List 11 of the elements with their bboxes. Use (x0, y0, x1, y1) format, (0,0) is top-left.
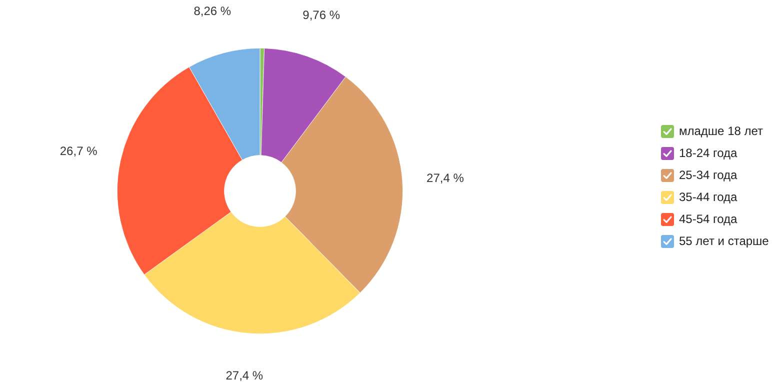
legend-label: 18-24 года (679, 146, 738, 160)
legend-label: младше 18 лет (679, 124, 764, 138)
data-label: 9,76 % (302, 8, 340, 22)
legend-label: 35-44 года (679, 190, 738, 204)
data-label: 8,26 % (194, 4, 232, 18)
legend-label: 45-54 года (679, 212, 738, 226)
data-label: 27,4 % (226, 368, 264, 382)
data-label: 26,7 % (60, 144, 98, 158)
legend-label: 55 лет и старше (679, 234, 769, 248)
legend-label: 25-34 года (679, 168, 738, 182)
data-label: 27,4 % (426, 170, 464, 185)
